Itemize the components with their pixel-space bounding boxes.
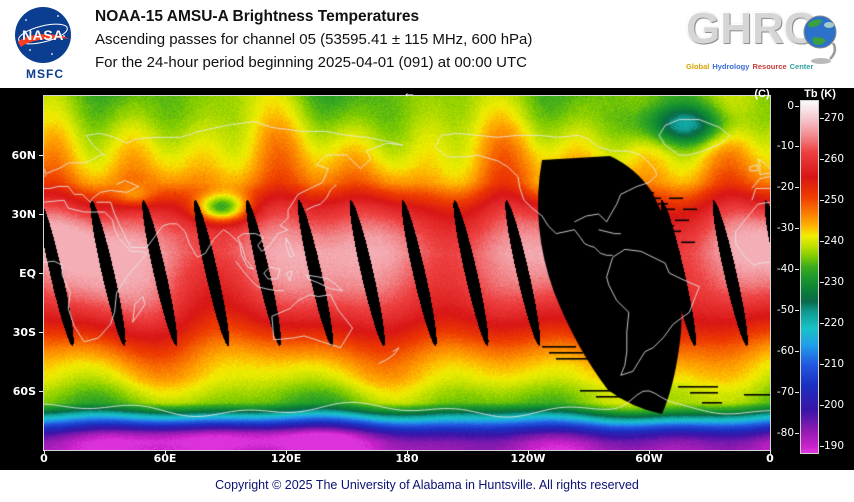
lat-tick-label: EQ <box>19 267 36 280</box>
colorbar-c-tick-label: -30 <box>776 222 794 235</box>
lat-tick-mark <box>39 214 43 215</box>
colorbar-unit-celsius: (C) <box>754 88 770 100</box>
colorbar-c-tick-mark <box>795 146 799 148</box>
colorbar-k-tick-label: 240 <box>824 235 845 248</box>
colorbar-k-tick-mark <box>820 404 824 406</box>
lat-tick-mark <box>39 391 43 392</box>
page-subtitle-period: For the 24-hour period beginning 2025-04… <box>95 54 527 71</box>
ghrc-tagline-word: Center <box>789 62 814 71</box>
colorbar-k-tick-mark <box>820 445 824 447</box>
lon-tick-mark <box>286 450 287 454</box>
colorbar-k-tick-label: 220 <box>824 317 845 330</box>
page-title: NOAA-15 AMSU-A Brightness Temperatures <box>95 8 420 25</box>
colorbar-c-tick-label: -10 <box>776 140 794 153</box>
colorbar-k-tick-mark <box>820 200 824 202</box>
ghrc-logo: GHRC Global Hydrology Resource Center <box>686 4 848 84</box>
colorbar-k-tick-mark <box>820 323 824 325</box>
colorbar-c-tick-mark <box>795 392 799 394</box>
lon-tick-label: 60E <box>153 452 177 465</box>
globe-icon <box>803 15 837 64</box>
colorbar-c-tick-mark <box>795 228 799 230</box>
lat-tick-label: 30N <box>11 208 36 221</box>
map-canvas <box>43 95 771 451</box>
colorbar-k-tick-mark <box>820 282 824 284</box>
lat-tick-label: 30S <box>12 326 36 339</box>
colorbar-k-tick-label: 260 <box>824 153 845 166</box>
lat-tick-label: 60S <box>12 385 36 398</box>
svg-text:NASA: NASA <box>22 27 64 43</box>
lon-tick-label: 0 <box>40 452 48 465</box>
colorbar-c-tick-mark <box>795 269 799 271</box>
colorbar-k-tick-label: 230 <box>824 276 845 289</box>
header: NASA MSFC NOAA-15 AMSU-A Brightness Temp… <box>0 0 854 88</box>
ghrc-letters: GHRC <box>686 4 816 53</box>
lon-tick-mark <box>44 450 45 454</box>
colorbar-k-tick-label: 200 <box>824 398 845 411</box>
lat-tick-mark <box>39 332 43 333</box>
lat-tick-label: 60N <box>11 149 36 162</box>
lon-tick-mark <box>770 450 771 454</box>
lon-tick-label: 60W <box>635 452 663 465</box>
lon-tick-label: 120W <box>510 452 546 465</box>
lat-tick-mark <box>39 273 43 274</box>
lon-tick-label: 180 <box>395 452 419 465</box>
colorbar-c-tick-mark <box>795 351 799 353</box>
colorbar-unit-kelvin: Tb (K) <box>804 88 836 100</box>
footer: Copyright © 2025 The University of Alaba… <box>0 470 854 502</box>
colorbar-k-tick-label: 250 <box>824 194 845 207</box>
colorbar-k-tick-mark <box>820 118 824 120</box>
colorbar-c-tick-label: -70 <box>776 386 794 399</box>
nasa-logo: NASA MSFC <box>14 6 76 86</box>
ghrc-tagline-word: Resource <box>752 62 787 71</box>
lon-tick-mark <box>649 450 650 454</box>
colorbar-c-tick-label: -20 <box>776 181 794 194</box>
colorbar-k-tick-label: 190 <box>824 439 845 452</box>
lon-tick-mark <box>165 450 166 454</box>
colorbar-c-tick-mark <box>795 105 799 107</box>
page-subtitle-channel: Ascending passes for channel 05 (53595.4… <box>95 31 533 48</box>
colorbar-k-tick-mark <box>820 159 824 161</box>
nasa-meatball-icon: NASA <box>15 7 71 63</box>
colorbar-k-tick-label: 210 <box>824 358 845 370</box>
colorbar-c-tick-mark <box>795 310 799 312</box>
colorbar <box>800 100 819 454</box>
copyright-text: Copyright © 2025 The University of Alaba… <box>215 478 639 492</box>
colorbar-c-tick-label: 0 <box>787 99 794 112</box>
colorbar-c-tick-mark <box>795 187 799 189</box>
colorbar-k-tick-mark <box>820 241 824 243</box>
lon-tick-label: 0 <box>766 452 774 465</box>
msfc-label: MSFC <box>26 67 64 81</box>
lon-tick-mark <box>528 450 529 454</box>
colorbar-c-tick-label: -80 <box>776 426 794 439</box>
ghrc-tagline: Global Hydrology Resource Center <box>686 62 848 71</box>
colorbar-c-tick-label: -60 <box>776 345 794 358</box>
colorbar-k-tick-mark <box>820 364 824 365</box>
colorbar-k-tick-label: 270 <box>824 112 845 125</box>
map-figure: ← (C) Tb (K) 60N 30N EQ 30S 60S 0 60E 120E 180 12… <box>0 85 854 470</box>
colorbar-c-tick-label: -40 <box>776 263 794 276</box>
lon-tick-label: 120E <box>270 452 302 465</box>
ghrc-tagline-word: Global <box>686 62 710 71</box>
scan-direction-arrow: ← <box>403 85 416 100</box>
lon-tick-mark <box>407 450 408 454</box>
colorbar-c-tick-mark <box>795 432 799 434</box>
ghrc-tagline-word: Hydrology <box>712 62 750 71</box>
colorbar-c-tick-label: -50 <box>776 304 794 317</box>
lat-tick-mark <box>39 155 43 156</box>
